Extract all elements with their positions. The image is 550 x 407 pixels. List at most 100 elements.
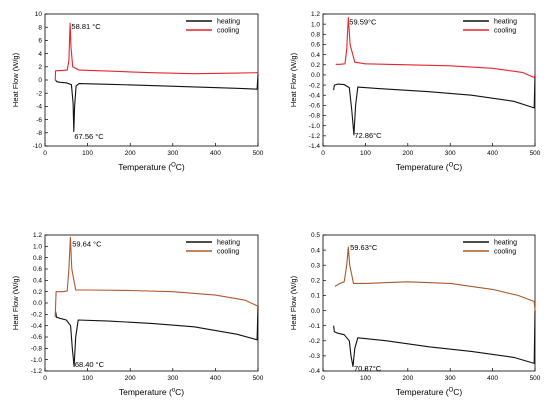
- y-tick-label: 0.6: [311, 42, 320, 49]
- y-tick-label: -0.6: [31, 334, 43, 341]
- x-axis-label: Temperature (oC): [119, 387, 184, 397]
- series-line-cooling: [334, 246, 536, 311]
- plot-frame: [322, 234, 536, 372]
- x-tick-label: 100: [360, 150, 371, 157]
- series-line-cooling: [54, 236, 258, 318]
- y-axis-label: Heat Flow (W/g): [11, 52, 20, 107]
- legend-label-heating: heating: [494, 240, 517, 247]
- y-tick-label: 0.8: [311, 32, 320, 39]
- y-tick-label: -1.4: [309, 143, 321, 150]
- series-line-heating: [55, 305, 259, 368]
- y-tick-label: -6: [36, 117, 42, 124]
- x-tick-label: 500: [530, 150, 541, 157]
- x-tick-label: 300: [445, 375, 456, 382]
- y-tick-label: 10: [35, 11, 43, 18]
- x-axis-label-main: Temperature (: [396, 162, 449, 172]
- y-tick-label: 1.0: [33, 244, 42, 251]
- x-tick-label: 200: [402, 375, 413, 382]
- y-tick-label: 0.3: [311, 262, 320, 269]
- x-tick-label: 100: [82, 375, 93, 382]
- x-axis-label-main: Temperature (: [396, 387, 449, 397]
- x-tick-label: 400: [487, 375, 498, 382]
- peak-annotation: 58.81 °C: [71, 22, 101, 31]
- y-tick-label: -1.2: [309, 133, 321, 140]
- y-tick-label: 0.2: [33, 289, 42, 296]
- x-axis-label: Temperature (OC): [396, 162, 463, 172]
- x-tick-label: 200: [125, 150, 136, 157]
- x-tick-label: 0: [321, 150, 325, 157]
- x-tick-label: 400: [210, 375, 221, 382]
- chart-panel-b: 0 100 200 300 400 500 -1.4 -1.2 -1.0 -0.8 -0.6 -0.4…: [289, 11, 541, 172]
- x-tick-label: 500: [530, 375, 541, 382]
- y-tick-label: -0.2: [31, 312, 43, 319]
- x-axis-label: Temperature (OC): [118, 162, 185, 172]
- x-axis-label-end: C): [453, 387, 462, 397]
- series-line-cooling: [54, 22, 259, 81]
- x-tick-label: 400: [210, 150, 221, 157]
- legend-label-cooling: cooling: [217, 28, 239, 35]
- x-axis-label-sup: O: [171, 163, 176, 169]
- x-axis-label-sup: O: [449, 388, 454, 394]
- y-tick-label: 0.4: [33, 278, 42, 285]
- y-tick-label: 0.0: [33, 300, 42, 307]
- legend-label-cooling: cooling: [494, 28, 516, 35]
- y-tick-label: -0.1: [309, 323, 321, 330]
- peak-annotation: 72.86°C: [354, 131, 382, 140]
- x-tick-label: 100: [360, 375, 371, 382]
- y-tick-label: 1.0: [311, 21, 320, 28]
- x-tick-label: 300: [167, 375, 178, 382]
- y-tick-label: 0.6: [33, 266, 42, 273]
- legend-label-cooling: cooling: [494, 249, 516, 256]
- y-tick-label: 0.0: [311, 72, 320, 79]
- peak-annotation: 59.63°C: [350, 243, 378, 252]
- y-tick-label: 0.5: [311, 232, 320, 239]
- series-line-heating: [333, 310, 536, 368]
- legend-label-heating: heating: [217, 19, 240, 26]
- x-axis-label-main: Temperature (: [118, 162, 171, 172]
- y-tick-label: -0.8: [309, 113, 321, 120]
- y-tick-label: -1.0: [31, 357, 43, 364]
- y-tick-label: 6: [38, 38, 42, 45]
- x-axis-label-end: C): [176, 162, 185, 172]
- x-tick-label: 500: [253, 375, 264, 382]
- legend-label-heating: heating: [494, 19, 517, 26]
- series-line-cooling: [335, 17, 536, 79]
- y-axis-label: Heat Flow (W/g): [289, 275, 298, 330]
- y-tick-label: -0.8: [31, 346, 43, 353]
- y-tick-label: 4: [38, 51, 42, 58]
- y-tick-label: 0.1: [311, 293, 320, 300]
- y-tick-label: -8: [36, 130, 42, 137]
- y-tick-label: 0.0: [311, 308, 320, 315]
- legend-label-cooling: cooling: [217, 249, 239, 256]
- legend-label-heating: heating: [217, 240, 240, 247]
- y-tick-label: 2: [38, 64, 42, 71]
- x-tick-label: 100: [82, 150, 93, 157]
- y-tick-label: -0.4: [309, 92, 321, 99]
- y-tick-label: -2: [36, 90, 42, 97]
- series-line-heating: [55, 74, 259, 133]
- x-axis-label-end: C): [175, 387, 184, 397]
- peak-annotation: 67.56 °C: [74, 132, 104, 141]
- y-tick-label: -0.2: [309, 338, 321, 345]
- y-tick-label: 0.4: [311, 52, 320, 59]
- y-tick-label: -0.3: [309, 353, 321, 360]
- y-tick-label: -10: [33, 143, 43, 150]
- x-tick-label: 400: [487, 150, 498, 157]
- y-tick-label: 0.4: [311, 247, 320, 254]
- y-tick-label: 0.2: [311, 62, 320, 69]
- y-tick-label: 0: [38, 77, 42, 84]
- x-axis-label-end: C): [453, 162, 462, 172]
- x-tick-label: 200: [402, 150, 413, 157]
- chart-panel-a: 0 100 200 300 400 500 -10 -8 -6 -4 -2 0 2 4 6 8 10 Temper…: [11, 11, 264, 172]
- chart-panel-d: 0 100 200 300 400 500 -0.4 -0.3 -0.2 -0.1 0.0 0.1 0.…: [289, 232, 541, 397]
- x-tick-label: 0: [321, 375, 325, 382]
- x-axis-label: Temperature (OC): [396, 387, 463, 397]
- x-tick-label: 200: [125, 375, 136, 382]
- x-axis-label-sup: O: [449, 163, 454, 169]
- y-tick-label: -1.0: [309, 123, 321, 130]
- x-tick-label: 500: [253, 150, 264, 157]
- x-tick-label: 0: [43, 375, 47, 382]
- y-tick-label: 0.8: [33, 255, 42, 262]
- y-tick-label: -4: [36, 104, 42, 111]
